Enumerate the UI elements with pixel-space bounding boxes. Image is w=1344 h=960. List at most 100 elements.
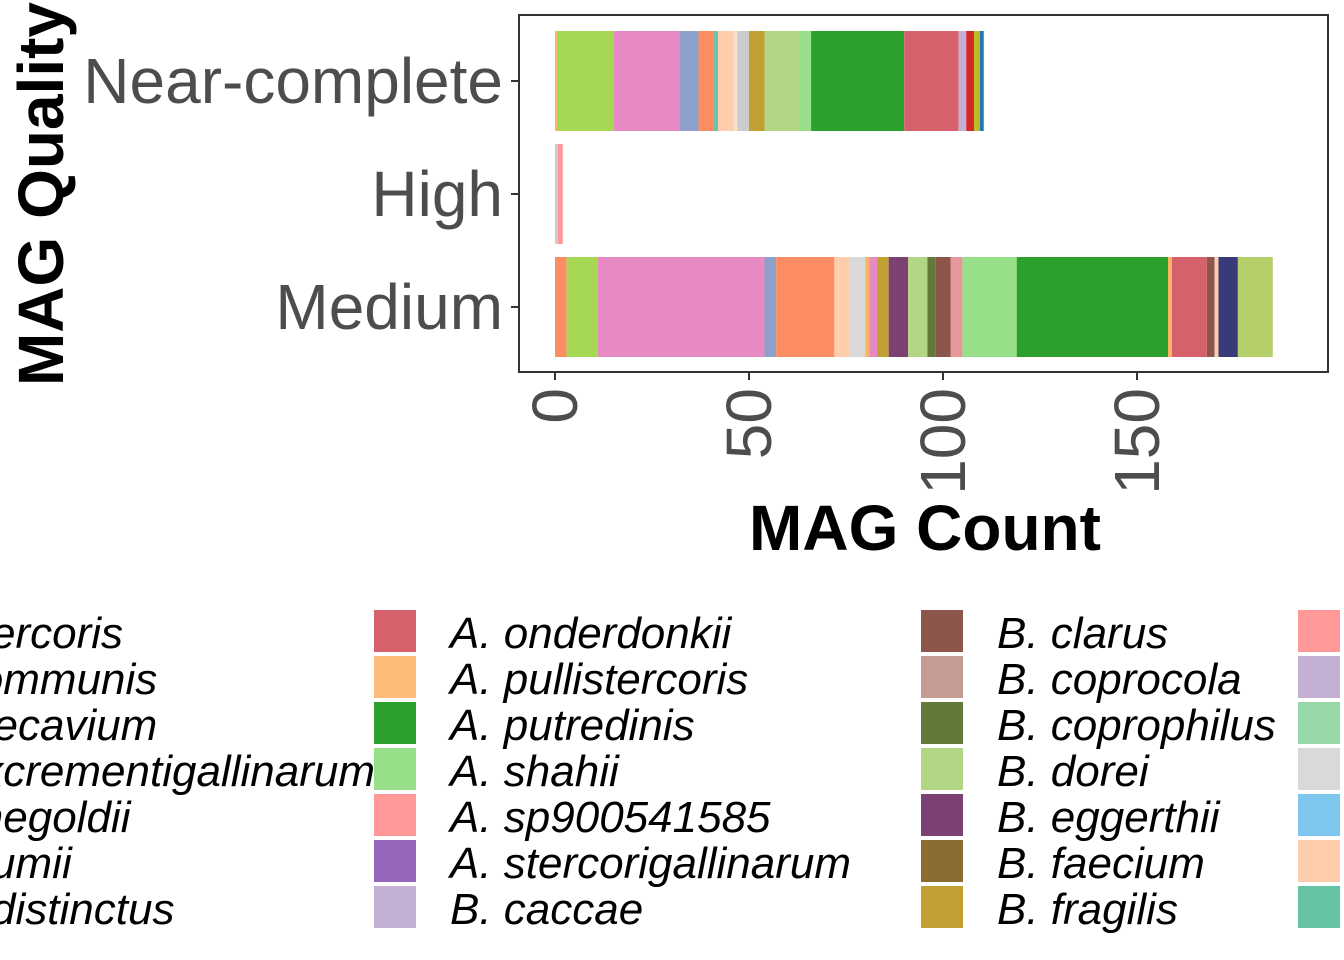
legend-key-b-clarus xyxy=(921,610,963,652)
bar-segment-near-complete-7 xyxy=(733,31,738,131)
bar-segment-medium-1 xyxy=(566,257,598,357)
bar-segment-medium-5 xyxy=(834,257,850,357)
y-axis: Near-complete High Medium xyxy=(83,45,519,343)
bar-segment-medium-21 xyxy=(1218,257,1238,357)
bar-segment-medium-10 xyxy=(888,257,909,357)
bar-segment-near-complete-13 xyxy=(904,31,959,131)
bar-segment-near-complete-14 xyxy=(958,31,967,131)
bar-segment-medium-4 xyxy=(776,257,835,357)
bar-segment-medium-3 xyxy=(764,257,777,357)
legend-key-a-onderdonkii xyxy=(374,610,416,652)
bar-segment-medium-17 xyxy=(1168,257,1172,357)
bar-layer xyxy=(555,31,1273,357)
bar-segment-near-complete-5 xyxy=(714,31,718,131)
legend-key-a-putredinis xyxy=(374,702,416,744)
bar-segment-near-complete-15 xyxy=(966,31,975,131)
legend-label-b-coprophilus: B. coprophilus xyxy=(997,701,1276,750)
legend-key-a-shahii xyxy=(374,748,416,790)
legend-key-a-pullistercoris xyxy=(374,656,416,698)
bar-segment-medium-18 xyxy=(1171,257,1207,357)
legend-label-a-onderdonkii: A. onderdonkii xyxy=(447,609,733,658)
bar-segment-medium-19 xyxy=(1206,257,1215,357)
x-tick-label-0: 0 xyxy=(519,388,591,424)
bar-segment-near-complete-2 xyxy=(613,31,680,131)
bar-segment-near-complete-8 xyxy=(737,31,749,131)
x-tick-label-100: 100 xyxy=(907,388,979,495)
bar-segment-near-complete-11 xyxy=(799,31,812,131)
bar-segment-near-complete-6 xyxy=(717,31,734,131)
legend-label-b-fragilis: B. fragilis xyxy=(997,885,1178,934)
legend-label-b-clarus: B. clarus xyxy=(997,609,1168,658)
bar-segment-medium-7 xyxy=(865,257,870,357)
legend-label-a-pullistercoris: A. pullistercoris xyxy=(447,655,748,704)
legend-key-entry-22 xyxy=(1298,656,1340,698)
legend-label-a-ihumii: A. ihumii xyxy=(0,839,73,888)
bar-segment-medium-8 xyxy=(869,257,878,357)
bar-segment-near-complete-4 xyxy=(698,31,715,131)
bar-segment-near-complete-3 xyxy=(679,31,699,131)
x-axis-title: MAG Count xyxy=(749,492,1101,564)
x-tick-label-150: 150 xyxy=(1101,388,1173,495)
bar-segment-near-complete-0 xyxy=(555,31,557,131)
legend-key-a-sp900541585 xyxy=(374,794,416,836)
bar-segment-near-complete-16 xyxy=(974,31,980,131)
legend-key-b-coprophilus xyxy=(921,702,963,744)
bar-segment-medium-20 xyxy=(1214,257,1219,357)
legend-key-b-fragilis xyxy=(921,886,963,928)
bar-segment-medium-13 xyxy=(935,257,951,357)
legend-label-a-putredinis: A. putredinis xyxy=(447,701,695,750)
bar-segment-near-complete-10 xyxy=(764,31,800,131)
x-tick-label-50: 50 xyxy=(713,388,785,459)
bar-segment-medium-16 xyxy=(1016,257,1169,357)
y-tick-label-near-complete: Near-complete xyxy=(83,45,503,117)
legend-key-entry-21 xyxy=(1298,610,1340,652)
legend-label-b-faecium: B. faecium xyxy=(997,839,1205,888)
legend-label-b-eggerthii: B. eggerthii xyxy=(997,793,1221,842)
legend-key-entry-25 xyxy=(1298,794,1340,836)
legend-label-a-sp900541585: A. sp900541585 xyxy=(447,793,771,842)
legend-key-b-coprocola xyxy=(921,656,963,698)
legend-label-a-excrementigallinarum: A. excrementigallinarum xyxy=(0,747,375,796)
legend-label-a-indistinctus: A. indistinctus xyxy=(0,885,174,934)
legend-label-b-caccae: B. caccae xyxy=(450,885,643,934)
legend-key-b-caccae xyxy=(374,886,416,928)
legend-label-a-shahii: A. shahii xyxy=(447,747,620,796)
x-axis: 0 50 100 150 xyxy=(519,372,1173,495)
legend-key-b-faecium xyxy=(921,840,963,882)
legend-key-b-dorei xyxy=(921,748,963,790)
bar-segment-medium-11 xyxy=(908,257,928,357)
legend-label-a-stercorigallinarum: A. stercorigallinarum xyxy=(447,839,851,888)
y-tick-label-medium: Medium xyxy=(275,271,503,343)
bar-segment-medium-2 xyxy=(597,257,765,357)
legend-key-b-eggerthii xyxy=(921,794,963,836)
legend-key-entry-23 xyxy=(1298,702,1340,744)
legend-label-a-communis: A. communis xyxy=(0,655,157,704)
bar-segment-medium-14 xyxy=(950,257,963,357)
legend-key-entry-26 xyxy=(1298,840,1340,882)
bar-segment-near-complete-17 xyxy=(979,31,984,131)
legend-label-b-dorei: B. dorei xyxy=(997,747,1150,796)
bar-segment-medium-6 xyxy=(849,257,866,357)
legend-label-a-finegoldii: A. finegoldii xyxy=(0,793,132,842)
bar-segment-high-0 xyxy=(555,144,558,244)
legend-label-a-stercoris: A. stercoris xyxy=(0,609,123,658)
legend-key-a-stercorigallinarum xyxy=(374,840,416,882)
legend-key-entry-24 xyxy=(1298,748,1340,790)
bar-segment-medium-12 xyxy=(927,257,936,357)
bar-segment-medium-0 xyxy=(555,257,567,357)
bar-segment-near-complete-12 xyxy=(811,31,905,131)
legend-label-b-coprocola: B. coprocola xyxy=(997,655,1242,704)
bar-segment-near-complete-1 xyxy=(556,31,614,131)
legend-label-a-faecavium: A. faecavium xyxy=(0,701,157,750)
bar-segment-medium-15 xyxy=(962,257,1017,357)
bar-segment-medium-22 xyxy=(1237,257,1273,357)
bar-segment-near-complete-9 xyxy=(749,31,765,131)
y-tick-label-high: High xyxy=(371,158,503,230)
bar-segment-medium-9 xyxy=(877,257,889,357)
legend-key-entry-27 xyxy=(1298,886,1340,928)
bar-segment-high-1 xyxy=(557,144,563,244)
y-axis-title: MAG Quality xyxy=(5,2,77,386)
